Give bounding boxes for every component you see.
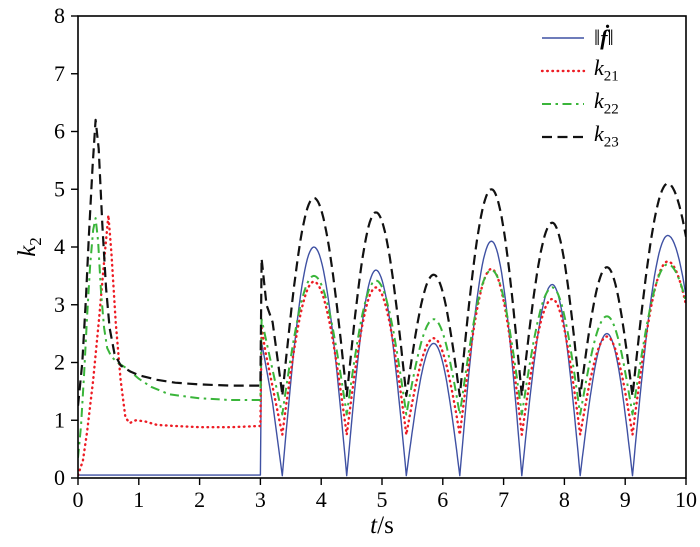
legend-label: k23: [594, 121, 619, 151]
y-tick-label: 6: [54, 119, 65, 144]
x-tick-label: 3: [255, 487, 266, 512]
x-tick-label: 4: [316, 487, 327, 512]
legend-line-sample: [542, 103, 584, 105]
y-tick-label: 1: [54, 407, 65, 432]
x-tick-label: 2: [194, 487, 205, 512]
y-axis-label: k2: [14, 237, 45, 257]
series-line-k21: [78, 214, 686, 477]
legend-item-k21: k21: [540, 55, 619, 85]
x-tick-label: 9: [620, 487, 631, 512]
series-line-k23: [78, 118, 686, 406]
x-tick-label: 6: [437, 487, 448, 512]
legend-label: ‖ḟ‖: [594, 25, 614, 50]
legend: ‖ḟ‖ k21 k22 k23: [540, 26, 619, 151]
legend-item-k23: k23: [540, 121, 619, 151]
legend-line-sample: [542, 135, 584, 139]
legend-line-sample: [542, 37, 584, 39]
legend-item-f-norm: ‖ḟ‖: [540, 26, 619, 50]
x-tick-label: 7: [498, 487, 509, 512]
y-tick-label: 3: [54, 292, 65, 317]
series-line-f-norm: [78, 234, 686, 477]
legend-item-k22: k22: [540, 88, 619, 118]
legend-label: k21: [594, 55, 619, 85]
legend-line-sample: [540, 69, 586, 73]
x-tick-label: 0: [73, 487, 84, 512]
series-line-k22: [78, 217, 686, 458]
x-tick-label: 5: [377, 487, 388, 512]
legend-label: k22: [594, 88, 619, 118]
y-tick-label: 8: [54, 3, 65, 28]
y-tick-label: 0: [54, 465, 65, 490]
series-curves: [78, 118, 686, 477]
x-axis-label: t/s: [370, 512, 394, 539]
x-tick-label: 10: [675, 487, 697, 512]
y-tick-label: 7: [54, 61, 65, 86]
x-tick-label: 1: [133, 487, 144, 512]
axis-ticks: 0 1 2 3 4 5 6 7 8 9 10 0 1 2 3 4 5 6 7 8: [54, 3, 697, 512]
x-tick-label: 8: [559, 487, 570, 512]
y-tick-label: 4: [54, 234, 65, 259]
y-tick-label: 2: [54, 350, 65, 375]
plot-frame: [77, 15, 687, 479]
y-tick-label: 5: [54, 176, 65, 201]
